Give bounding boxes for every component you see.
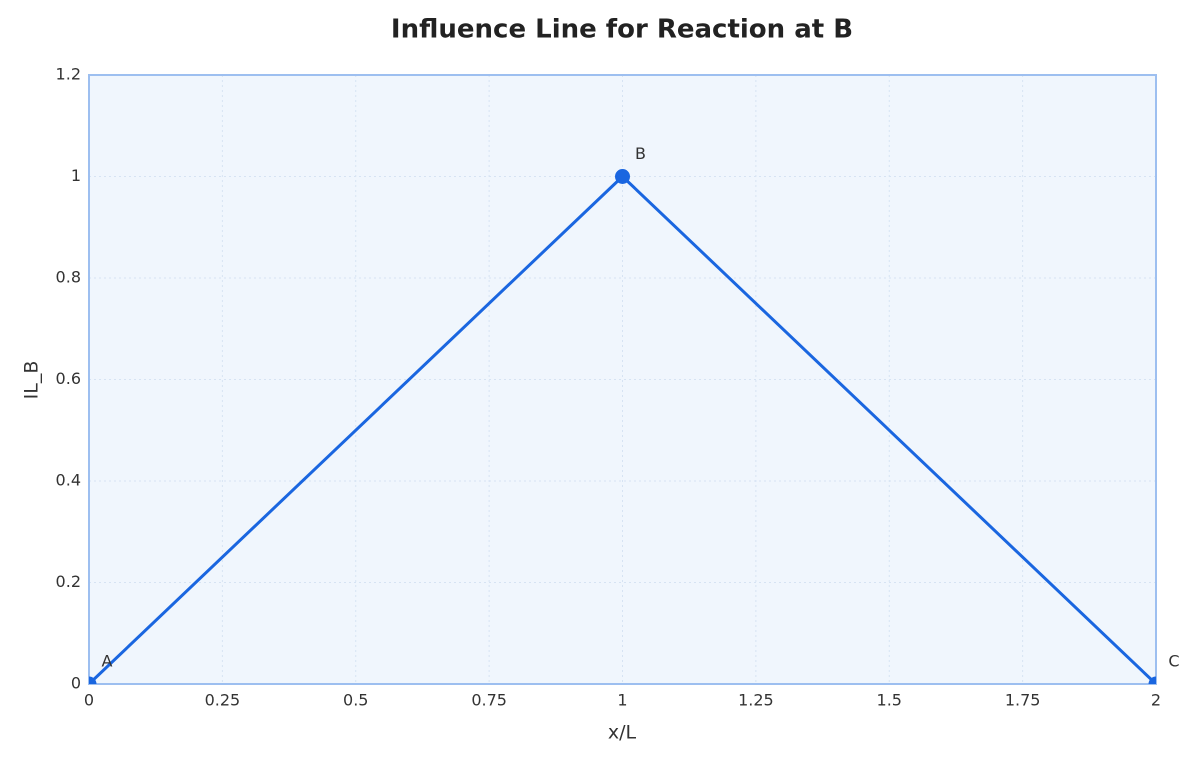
point-label: C: [1168, 652, 1179, 671]
y-axis-label: IL_B: [21, 361, 43, 400]
y-tick-label: 0.8: [56, 268, 81, 287]
y-tick-label: 1.2: [56, 65, 81, 84]
y-tick-label: 0.4: [56, 471, 81, 490]
y-tick-label: 0.6: [56, 369, 81, 388]
point-label: B: [635, 144, 646, 163]
point-marker: [1148, 676, 1156, 684]
x-tick-label: 1.25: [738, 691, 774, 710]
x-tick-label: 1.5: [877, 691, 902, 710]
y-tick-label: 0.2: [56, 572, 81, 591]
point-marker: [89, 676, 97, 684]
x-tick-label: 1.75: [1005, 691, 1041, 710]
y-tick-label: 1: [71, 166, 81, 185]
chart-title: Influence Line for Reaction at B: [391, 15, 853, 45]
x-axis-label: x/L: [608, 722, 637, 744]
x-tick-label: 0.75: [471, 691, 507, 710]
marks: [89, 169, 1156, 684]
point-marker: [615, 169, 630, 184]
plot-border: [88, 74, 1157, 685]
x-tick-label: 2: [1151, 691, 1161, 710]
x-tick-label: 1: [617, 691, 627, 710]
y-tick-label: 0: [71, 674, 81, 693]
x-tick-label: 0.25: [205, 691, 241, 710]
x-tick-label: 0.5: [343, 691, 368, 710]
x-tick-label: 0: [84, 691, 94, 710]
point-label: A: [102, 652, 113, 671]
